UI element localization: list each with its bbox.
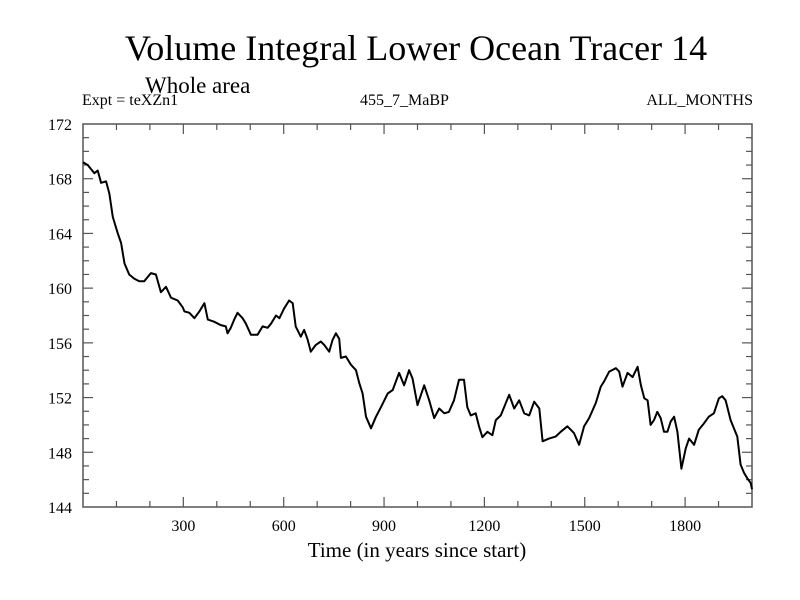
x-tick-label: 1200: [468, 518, 500, 535]
x-tick-label: 300: [171, 518, 195, 535]
y-tick-label: 152: [48, 391, 72, 408]
y-tick-label: 156: [48, 336, 72, 353]
y-tick-label: 168: [48, 172, 72, 189]
months-label: ALL_MONTHS: [646, 92, 753, 109]
x-axis-label: Time (in years since start): [308, 538, 527, 562]
y-tick-label: 144: [48, 500, 72, 517]
y-tick-label: 148: [48, 445, 72, 462]
chart-subtitle: Whole area: [145, 73, 251, 98]
chart-title: Volume Integral Lower Ocean Tracer 14: [124, 28, 708, 68]
plot-frame: [82, 123, 753, 508]
series-line: [82, 161, 753, 490]
y-tick-label: 160: [48, 281, 72, 298]
x-tick-label: 900: [372, 518, 396, 535]
y-tick-label: 172: [48, 117, 72, 134]
x-tick-label: 1800: [669, 518, 701, 535]
x-tick-label: 1500: [569, 518, 601, 535]
period-label: 455_7_MaBP: [360, 92, 449, 109]
axes: [82, 123, 753, 508]
experiment-label: Expt = teXZn1: [82, 92, 179, 109]
series-layer: [82, 161, 753, 490]
ticks: 300 600 900 1200 1500 1800 144 148 152 156 160 164 1…: [48, 117, 752, 535]
y-tick-label: 164: [48, 226, 72, 243]
x-tick-label: 600: [272, 518, 296, 535]
